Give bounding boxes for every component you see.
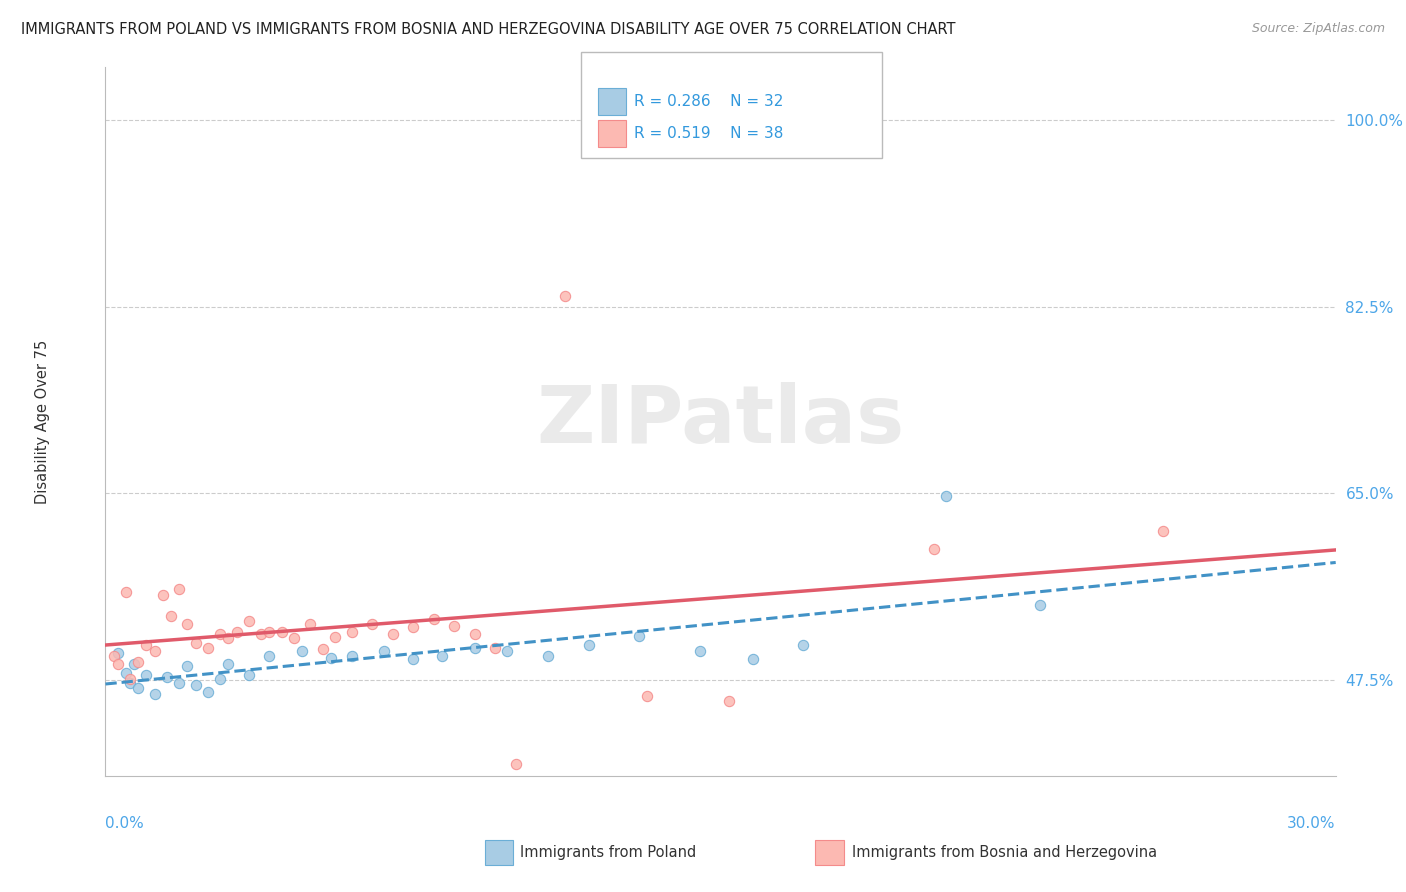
Point xyxy=(120,676,141,690)
Point xyxy=(291,644,314,658)
Point xyxy=(115,584,138,599)
Point xyxy=(156,670,179,684)
Point xyxy=(120,672,141,686)
Point xyxy=(135,638,157,652)
Point xyxy=(225,625,247,640)
Text: Immigrants from Poland: Immigrants from Poland xyxy=(520,846,696,860)
Text: Source: ZipAtlas.com: Source: ZipAtlas.com xyxy=(1251,22,1385,36)
Point xyxy=(238,615,260,629)
Text: ZIPatlas: ZIPatlas xyxy=(537,383,904,460)
Point xyxy=(270,625,292,640)
Text: IMMIGRANTS FROM POLAND VS IMMIGRANTS FROM BOSNIA AND HERZEGOVINA DISABILITY AGE : IMMIGRANTS FROM POLAND VS IMMIGRANTS FRO… xyxy=(21,22,956,37)
Point xyxy=(135,667,157,681)
Point xyxy=(578,638,600,652)
Point xyxy=(636,689,658,703)
Point xyxy=(169,676,191,690)
Point xyxy=(184,636,207,650)
Y-axis label: Disability Age Over 75: Disability Age Over 75 xyxy=(35,339,49,504)
Point xyxy=(197,641,219,656)
Point xyxy=(250,627,273,641)
Text: 0.0%: 0.0% xyxy=(105,816,145,831)
Point xyxy=(464,641,486,656)
Point xyxy=(218,657,240,671)
Point xyxy=(361,616,384,631)
Point xyxy=(689,644,711,658)
Point xyxy=(554,289,576,303)
Point xyxy=(259,648,281,663)
Text: R = 0.286    N = 32: R = 0.286 N = 32 xyxy=(634,95,783,109)
Point xyxy=(373,644,395,658)
Point xyxy=(143,687,166,701)
Point xyxy=(443,618,465,632)
Point xyxy=(218,632,240,646)
Text: R = 0.519    N = 38: R = 0.519 N = 38 xyxy=(634,127,783,141)
Point xyxy=(127,681,149,695)
Point xyxy=(176,659,198,673)
Point xyxy=(107,647,129,661)
Point xyxy=(717,694,740,708)
Point xyxy=(152,588,174,602)
Point xyxy=(312,642,335,657)
Point xyxy=(496,644,519,658)
Point xyxy=(319,650,342,665)
Point xyxy=(422,612,444,626)
Point xyxy=(160,609,183,624)
Point xyxy=(323,631,346,645)
Point xyxy=(238,667,260,681)
Point xyxy=(464,627,486,641)
Point xyxy=(176,616,198,631)
Point xyxy=(922,541,945,556)
Text: Immigrants from Bosnia and Herzegovina: Immigrants from Bosnia and Herzegovina xyxy=(852,846,1157,860)
Point xyxy=(169,582,191,597)
Point xyxy=(127,655,149,669)
Point xyxy=(340,625,363,640)
Point xyxy=(627,629,650,643)
Point xyxy=(381,627,404,641)
Point xyxy=(107,657,129,671)
Point xyxy=(259,625,281,640)
Point xyxy=(103,648,125,663)
Point xyxy=(1029,599,1052,613)
Point xyxy=(402,620,425,634)
Point xyxy=(792,638,814,652)
Point xyxy=(197,685,219,699)
Point xyxy=(484,641,506,656)
Point xyxy=(115,665,138,680)
Point xyxy=(537,648,560,663)
Point xyxy=(935,489,957,503)
Point xyxy=(299,616,322,631)
Point xyxy=(209,627,232,641)
Point xyxy=(209,672,232,686)
Point xyxy=(402,651,425,665)
Point xyxy=(742,651,765,665)
Point xyxy=(184,678,207,692)
Text: 30.0%: 30.0% xyxy=(1288,816,1336,831)
Point xyxy=(430,648,453,663)
Point xyxy=(1153,524,1175,538)
Point xyxy=(122,657,145,671)
Point xyxy=(283,632,305,646)
Point xyxy=(143,644,166,658)
Point xyxy=(340,648,363,663)
Point xyxy=(505,757,527,772)
